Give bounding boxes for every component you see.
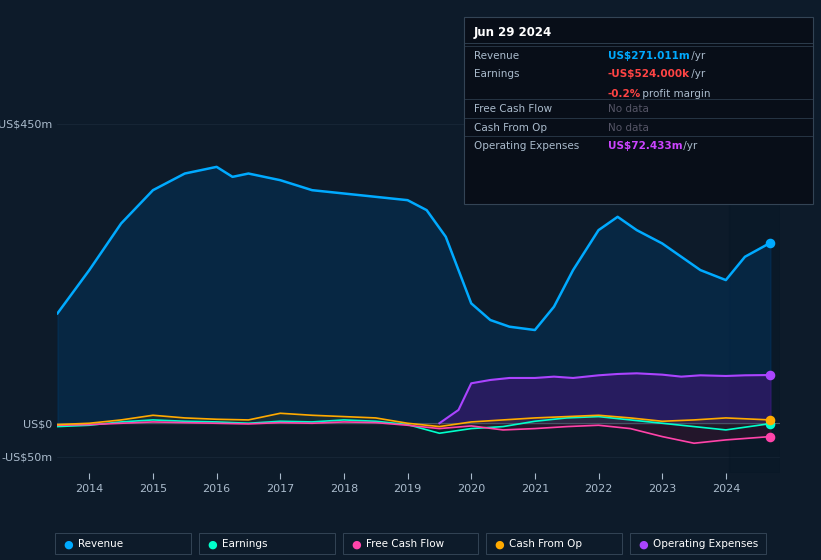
Text: Earnings: Earnings [222,539,268,549]
Text: ●: ● [351,539,360,549]
Bar [729,104,780,473]
Point [764,432,777,441]
Text: No data: No data [608,104,649,114]
Text: -US$524.000k: -US$524.000k [608,69,690,80]
Text: Revenue: Revenue [474,51,519,61]
Text: Cash From Op: Cash From Op [509,539,582,549]
Text: No data: No data [608,123,649,133]
Text: US$271.011m: US$271.011m [608,51,690,61]
Text: ●: ● [495,539,504,549]
Text: Free Cash Flow: Free Cash Flow [366,539,444,549]
Point [764,416,777,424]
Text: Earnings: Earnings [474,69,519,80]
Text: ●: ● [639,539,648,549]
Text: /yr: /yr [688,51,705,61]
Text: Cash From Op: Cash From Op [474,123,547,133]
Text: /yr: /yr [688,69,705,80]
Text: Operating Expenses: Operating Expenses [654,539,759,549]
Text: Jun 29 2024: Jun 29 2024 [474,26,552,39]
Point [764,239,777,248]
Text: ●: ● [208,539,217,549]
Text: US$72.433m: US$72.433m [608,141,682,151]
Text: Operating Expenses: Operating Expenses [474,141,579,151]
Text: -0.2%: -0.2% [608,89,640,99]
Text: /yr: /yr [680,141,697,151]
Point [764,371,777,380]
Point [764,419,777,428]
Text: Free Cash Flow: Free Cash Flow [474,104,552,114]
Text: profit margin: profit margin [639,89,710,99]
Text: ●: ● [64,539,73,549]
Text: Revenue: Revenue [78,539,123,549]
